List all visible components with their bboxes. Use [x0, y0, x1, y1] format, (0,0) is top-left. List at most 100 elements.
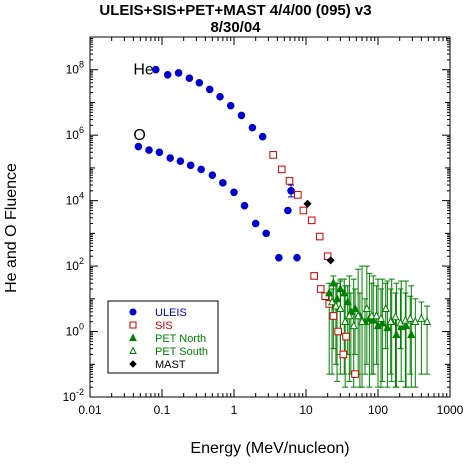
pet-north-point — [325, 288, 334, 297]
uleis-point — [208, 171, 217, 179]
uleis-point — [262, 229, 270, 238]
uleis-point — [134, 142, 143, 151]
pet-north-point — [343, 297, 352, 306]
pet-north-point — [329, 278, 338, 287]
x-tick-label: 1000 — [437, 403, 464, 417]
legend-label-sis: SIS — [155, 320, 173, 332]
uleis-point — [145, 146, 153, 154]
legend-label-uleis: ULEIS — [155, 307, 187, 319]
sis-point — [329, 312, 338, 320]
legend-label-pet-north: PET North — [155, 333, 206, 345]
uleis-point — [166, 154, 175, 162]
uleis-point — [163, 70, 172, 79]
sis-point — [316, 285, 325, 293]
y-tick-label: 100 — [66, 322, 84, 339]
uleis-point — [205, 85, 214, 94]
sis-point — [342, 332, 350, 341]
pet-north-point — [350, 303, 360, 312]
y-tick-label: 10-2 — [63, 387, 84, 404]
legend-box — [107, 300, 219, 374]
pet-north-point — [392, 329, 401, 339]
uleis-point — [230, 188, 238, 197]
pet-south-point — [345, 311, 354, 320]
uleis-point — [293, 253, 301, 262]
uleis-point — [195, 78, 204, 87]
pet-south-point — [349, 320, 358, 330]
x-tick-label: 10 — [299, 403, 313, 417]
pet-north-point — [378, 318, 387, 327]
legend-marker-uleis — [129, 308, 137, 316]
sis-point — [307, 216, 316, 225]
x-tick-label: 0.01 — [78, 403, 102, 417]
uleis-point — [197, 165, 205, 174]
pet-south-point — [376, 313, 386, 322]
legend-marker-mast — [129, 360, 137, 368]
legend-label-mast: MAST — [155, 359, 186, 371]
uleis-point — [237, 111, 246, 120]
pet-north-point — [332, 293, 342, 303]
x-tick-label: 1 — [231, 403, 238, 417]
pet-south-point — [406, 313, 415, 322]
sis-point — [315, 232, 324, 241]
pet-south-point — [336, 303, 345, 312]
pet-south-point — [362, 303, 371, 312]
curve-annotation: He — [133, 62, 154, 79]
pet-north-point — [336, 284, 345, 293]
legend-marker-pet-north — [129, 333, 137, 341]
pet-south-point — [417, 313, 426, 322]
pet-north-point — [340, 288, 349, 297]
pet-south-point — [422, 316, 432, 325]
pet-north-point — [407, 329, 416, 339]
sis-point — [269, 151, 277, 159]
pet-north-point — [369, 315, 378, 324]
pet-south-point — [354, 311, 363, 320]
y-axis-label: He and O Fluence — [3, 163, 20, 293]
pet-south-point — [327, 297, 337, 306]
uleis-point — [258, 132, 267, 141]
y-tick-label: 106 — [66, 125, 84, 142]
mast-point — [326, 256, 335, 265]
uleis-point — [185, 74, 194, 83]
x-tick-label: 100 — [368, 403, 388, 417]
x-axis-label: Energy (MeV/nucleon) — [190, 440, 350, 457]
uleis-point — [240, 201, 249, 210]
uleis-point — [219, 179, 227, 187]
y-tick-label: 104 — [66, 191, 84, 208]
pet-south-point — [391, 311, 400, 321]
uleis-point — [226, 101, 235, 110]
pet-south-point — [357, 316, 367, 325]
plot-frame — [89, 36, 451, 398]
pet-south-point — [411, 316, 420, 325]
pet-south-point — [372, 311, 381, 320]
pet-north-point — [383, 322, 392, 332]
chart-subtitle: 8/30/04 — [210, 19, 261, 36]
pet-south-point — [341, 316, 350, 325]
sis-point — [285, 177, 294, 185]
pet-south-point — [331, 301, 340, 310]
legend-marker-sis — [129, 321, 137, 329]
uleis-point — [287, 186, 295, 195]
sis-point — [277, 165, 286, 174]
y-tick-label: 102 — [66, 256, 84, 273]
uleis-point — [284, 206, 292, 215]
uleis-point — [186, 161, 195, 170]
uleis-point — [251, 219, 260, 228]
uleis-point — [176, 157, 185, 166]
pet-south-point — [386, 316, 395, 325]
uleis-point — [151, 65, 160, 74]
pet-north-point — [401, 320, 411, 330]
uleis-point — [174, 69, 183, 77]
legend-label-pet-south: PET South — [155, 346, 208, 358]
sis-point — [299, 206, 308, 215]
uleis-point — [248, 123, 257, 132]
x-tick-label: 0.1 — [154, 403, 171, 417]
uleis-point — [216, 92, 224, 101]
mast-point — [303, 199, 312, 208]
uleis-point — [275, 253, 283, 262]
sis-point — [310, 272, 319, 280]
uleis-point — [155, 148, 164, 157]
sis-point — [294, 191, 302, 199]
curve-annotation: O — [133, 127, 145, 144]
chart-title: ULEIS+SIS+PET+MAST 4/4/00 (095) v3 — [99, 2, 372, 19]
